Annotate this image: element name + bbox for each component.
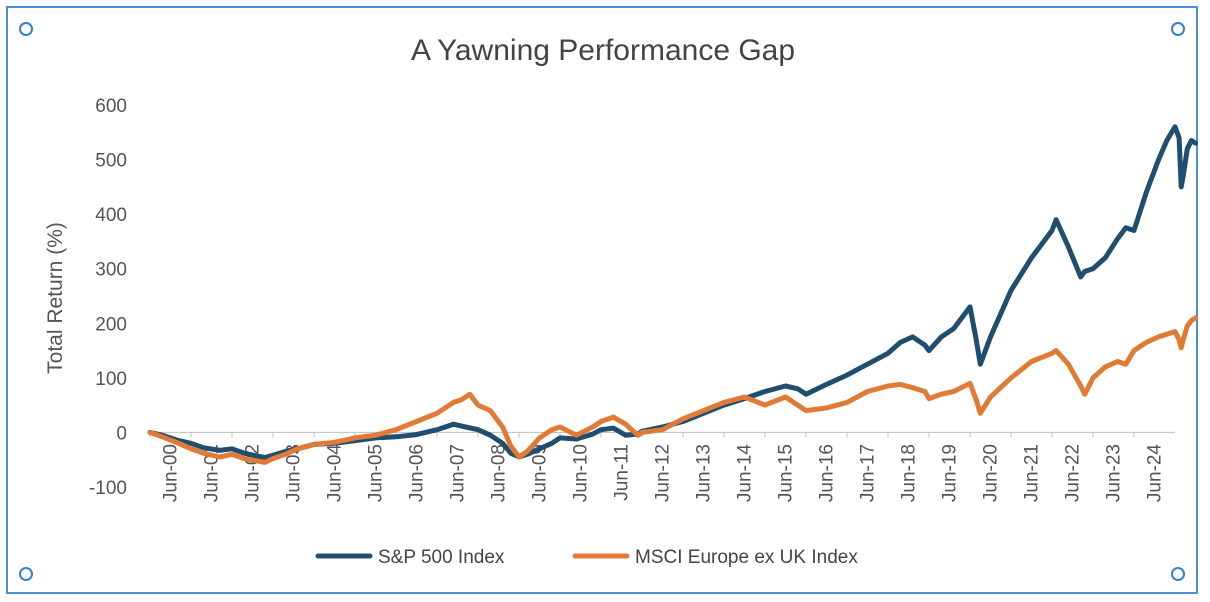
series-line-msci-europe-ex-uk: [147, 315, 1198, 465]
series-lines: [147, 124, 1198, 465]
x-tick-label: Jun-09: [530, 444, 551, 502]
x-tick-label: Jun-08: [489, 444, 510, 502]
x-tick-label: Jun-19: [940, 444, 961, 502]
x-tick-label: Jun-18: [899, 444, 920, 502]
x-tick-label: Jun-21: [1022, 444, 1043, 502]
x-tick-label: Jun-05: [366, 444, 387, 502]
x-tick-label: Jun-03: [284, 444, 305, 502]
y-tick-label: 500: [95, 151, 127, 172]
x-tick-label: Jun-14: [735, 444, 756, 503]
y-tick-label: 600: [95, 96, 127, 117]
y-tick-label: 200: [95, 314, 127, 335]
x-tick-label: Jun-10: [571, 444, 592, 502]
legend-label: S&P 500 Index: [378, 547, 505, 568]
y-tick-label: -100: [89, 478, 127, 499]
y-tick-label: 100: [95, 369, 127, 390]
y-tick-label: 300: [95, 260, 127, 281]
x-axis-ticks: Jun-00 Jun-01 Jun-02 Jun-03 Jun-04 Jun-05 Jun-…: [149, 432, 1166, 503]
resize-handle-top-right[interactable]: [1171, 22, 1185, 36]
x-tick-label: Jun-13: [694, 444, 715, 502]
x-tick-label: Jun-16: [817, 444, 838, 502]
resize-handle-bottom-right[interactable]: [1171, 567, 1185, 581]
x-tick-label: Jun-23: [1104, 444, 1125, 502]
legend: S&P 500 Index MSCI Europe ex UK Index: [315, 547, 858, 568]
x-tick-label: Jun-00: [161, 444, 182, 502]
chart-title: A Yawning Performance Gap: [411, 34, 795, 67]
y-tick-label: 0: [116, 423, 127, 444]
x-tick-label: Jun-06: [407, 444, 428, 502]
y-axis-label: Total Return (%): [44, 222, 67, 374]
y-axis-ticks: 600 500 400 300 200 100 0 -100: [89, 96, 127, 499]
resize-handle-top-left[interactable]: [19, 22, 33, 36]
series-line-sp500: [147, 124, 1198, 460]
legend-label: MSCI Europe ex UK Index: [635, 547, 858, 568]
x-tick-label: Jun-12: [653, 444, 674, 502]
x-tick-label: Jun-22: [1063, 444, 1084, 502]
y-tick-label: 400: [95, 205, 127, 226]
x-tick-label: Jun-20: [981, 444, 1002, 502]
x-tick-label: Jun-07: [448, 444, 469, 502]
resize-handle-bottom-left[interactable]: [19, 567, 33, 581]
x-tick-label: Jun-15: [776, 444, 797, 502]
chart-frame: [6, 6, 1198, 594]
x-tick-label: Jun-11: [612, 444, 633, 501]
x-tick-label: Jun-17: [858, 444, 879, 502]
x-tick-label: Jun-24: [1145, 444, 1166, 503]
x-tick-label: Jun-04: [325, 444, 346, 503]
